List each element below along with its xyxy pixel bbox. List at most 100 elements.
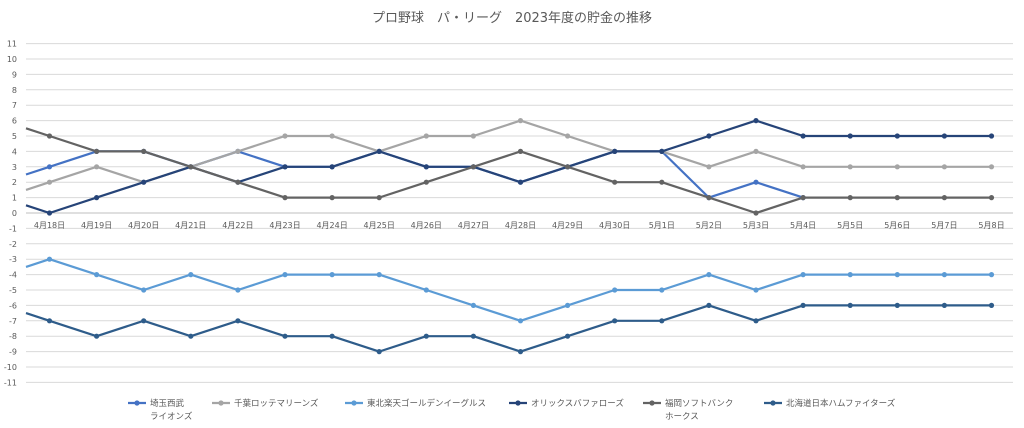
y-tick-label: -4 [9,271,17,280]
legend-swatch-marker [770,400,776,406]
legend-item: オリックスバファローズ [509,398,624,409]
legend-label: 東北楽天ゴールデンイーグルス [367,398,486,409]
data-point [423,164,429,170]
data-point [517,318,524,324]
x-tick-label: 5月5日 [837,221,863,230]
y-tick-label: -1 [9,224,17,233]
data-point [894,272,900,278]
data-point [988,272,995,278]
data-point [141,287,147,293]
y-tick-label: 6 [12,117,17,126]
data-point [706,195,712,201]
data-point [800,302,806,308]
y-tick-label: 7 [12,101,17,110]
y-tick-label: 8 [12,86,17,95]
legend-swatch-marker [218,400,224,406]
series-5 [25,127,995,216]
legend-label: 福岡ソフトバンク [665,398,733,409]
data-point [612,179,618,185]
data-point [94,148,100,154]
data-point [94,333,100,339]
data-point [188,164,194,170]
data-point [894,164,900,170]
series-lines [25,118,995,355]
data-point [941,195,948,201]
data-point [46,179,53,185]
data-point [517,148,524,154]
x-axis-ticks: 4月18日 4月19日 4月20日 4月21日 4月22日 4月23日 4月24日 4月25日… [34,221,1005,230]
data-point [988,195,995,201]
y-tick-label: -2 [9,240,17,249]
x-tick-label: 4月21日 [175,221,206,230]
data-point [141,179,147,185]
data-point [800,133,806,139]
y-tick-label: 11 [7,40,17,49]
data-point [753,179,759,185]
data-point [94,272,100,278]
data-point [282,164,288,170]
data-point [235,148,241,154]
data-point [282,272,288,278]
legend-swatch-marker [134,400,140,406]
data-point [612,148,618,154]
series-line [25,119,992,215]
data-point [46,256,53,262]
data-point [894,133,900,139]
series-6 [25,302,995,355]
x-tick-label: 4月22日 [222,221,253,230]
x-tick-label: 4月25日 [364,221,395,230]
y-tick-label: 3 [12,163,17,172]
data-point [329,133,335,139]
data-point [470,333,476,339]
data-point [659,148,665,154]
data-point [800,164,806,170]
data-point [329,195,335,201]
y-tick-label: 1 [12,194,17,203]
legend-label: 北海道日本ハムファイターズ [786,398,896,409]
data-point [706,164,712,170]
legend-swatch-marker [351,400,357,406]
gridlines [26,43,1013,383]
x-tick-label: 4月26日 [411,221,442,230]
data-point [941,133,948,139]
legend-item: 東北楽天ゴールデンイーグルス [345,398,486,409]
data-point [706,272,712,278]
data-point [894,195,900,201]
data-point [235,179,241,185]
y-tick-label: -5 [9,286,17,295]
data-point [376,195,382,201]
x-tick-label: 4月29日 [552,221,583,230]
legend-swatch-marker [515,400,521,406]
data-point [94,164,100,170]
y-tick-label: -9 [9,348,17,357]
data-point [235,287,241,293]
data-point [847,195,853,201]
data-point [282,333,288,339]
legend-label: 埼玉西武 [150,398,185,409]
x-tick-label: 5月3日 [743,221,769,230]
data-point [423,333,429,339]
legend-swatch-marker [649,400,655,406]
data-point [847,164,853,170]
x-tick-label: 4月30日 [599,221,630,230]
data-point [282,133,288,139]
data-point [800,272,806,278]
data-point [706,302,712,308]
y-tick-label: -8 [9,332,17,341]
data-point [235,318,241,324]
y-tick-label: -7 [9,317,17,326]
data-point [988,164,995,170]
data-point [46,133,53,139]
data-point [894,302,900,308]
data-point [847,302,853,308]
data-point [141,148,147,154]
data-point [94,195,100,201]
chart-title: プロ野球 パ・リーグ 2023年度の貯金の推移 [372,10,652,26]
y-tick-label: -11 [4,378,17,387]
